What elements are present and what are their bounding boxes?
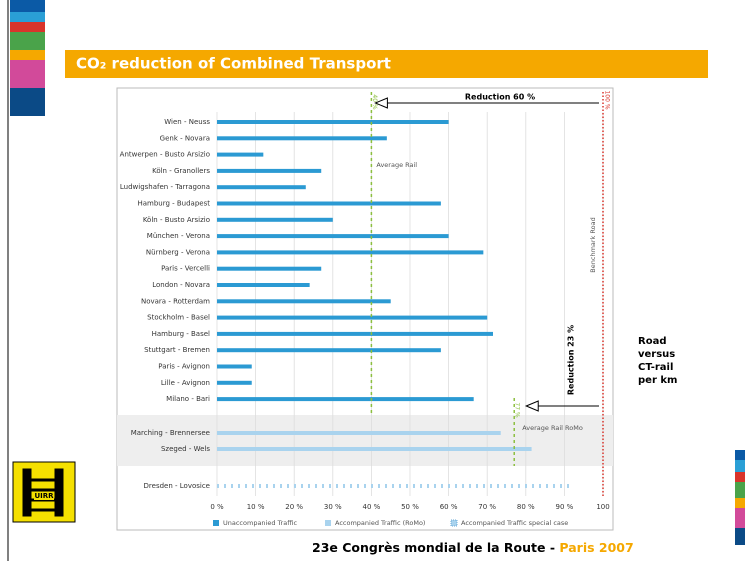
bar [217, 168, 322, 173]
category-label: Marching - Brennersee [131, 429, 210, 437]
footer-text: 23e Congrès mondial de la Route - [312, 540, 559, 555]
plot: 0 % 10 % 20 % 30 % 40 % 50 % 60 % 70 % 80 % 90 % 1… [120, 90, 611, 527]
x-tick-label: 40 % [363, 503, 381, 511]
side-note: per km [638, 375, 677, 386]
bar [217, 250, 484, 255]
bar [217, 120, 449, 124]
category-label: Stuttgart - Bremen [144, 346, 210, 354]
slide-title: CO₂ reduction of Combined Transport [76, 55, 391, 73]
category-label: München - Verona [147, 232, 210, 240]
category-label: Novara - Rotterdam [141, 297, 210, 305]
bar [217, 364, 252, 369]
stripe [735, 528, 745, 545]
bar [217, 397, 474, 402]
stripe [735, 450, 745, 460]
category-label: Stockholm - Basel [147, 314, 210, 322]
stripe [10, 32, 45, 50]
title-box [65, 50, 708, 78]
stripe [735, 460, 745, 472]
legend-label: Accompanied Traffic special case [461, 519, 568, 527]
logo-text: UIRR [34, 492, 54, 500]
category-label: Ludwigshafen - Tarragona [120, 183, 210, 191]
category-label: Hamburg - Basel [152, 330, 210, 338]
logo-label-bg [34, 492, 54, 500]
category-label: Paris - Vercelli [161, 265, 210, 273]
annotation: Reduction 60 % [465, 93, 535, 102]
x-tick-label: 60 % [440, 503, 458, 511]
category-label: London - Novara [152, 281, 210, 289]
bar [217, 152, 264, 157]
reference-name: Average Rail [376, 161, 417, 169]
shaded-region [117, 415, 613, 466]
bar [217, 201, 441, 206]
category-label: Paris - Avignon [158, 363, 210, 371]
stripe [735, 498, 745, 508]
bar [217, 185, 306, 190]
x-tick-label: 80 % [517, 503, 535, 511]
stripe [735, 508, 745, 528]
bar [217, 447, 532, 451]
category-label: Szeged - Wels [161, 445, 210, 453]
side-note: CT-rail [638, 362, 673, 373]
annotation: Reduction 23 % [567, 325, 576, 395]
x-tick-label: 70 % [478, 503, 496, 511]
x-tick-label: 90 % [556, 503, 574, 511]
category-label: Wien - Neuss [164, 118, 210, 126]
stripe [10, 22, 45, 32]
category-label: Milano - Bari [166, 395, 210, 403]
bar [217, 217, 333, 222]
category-label: Köln - Granollers [152, 167, 210, 175]
reference-label: 100 % [604, 90, 611, 109]
reference-name: Average Rail RoMo [522, 424, 583, 432]
category-label: Nürnberg - Verona [146, 248, 210, 256]
x-tick-label: 20 % [285, 503, 303, 511]
stripe [735, 472, 745, 482]
bar [217, 266, 322, 271]
category-label: Genk - Novara [160, 134, 210, 142]
side-note: versus [638, 349, 675, 360]
bar [217, 315, 488, 320]
category-label: Lille - Avignon [161, 379, 210, 387]
stripe [735, 482, 745, 498]
x-tick-label: 50 % [401, 503, 419, 511]
x-tick-label: 30 % [324, 503, 342, 511]
legend-label: Unaccompanied Traffic [223, 519, 297, 527]
stripe [10, 0, 45, 12]
bar [217, 283, 310, 287]
logo-art [22, 468, 64, 517]
footer-highlight: Paris 2007 [559, 540, 633, 555]
category-label: Köln - Busto Arsizio [143, 216, 210, 224]
bar [217, 136, 387, 141]
bar [217, 380, 252, 385]
bar [217, 234, 449, 239]
reference-label: 40 % [371, 94, 378, 110]
reference-label: 77 % [514, 402, 521, 418]
reference-name: Benchmark Road [589, 217, 597, 272]
legend-swatch [213, 520, 219, 526]
stripe [10, 50, 45, 60]
side-note: Road [638, 336, 666, 347]
legend-swatch [450, 519, 458, 527]
footer: 23e Congrès mondial de la Route - Paris … [312, 540, 634, 555]
stripe [10, 60, 45, 88]
bar [217, 431, 501, 435]
stripe [10, 88, 45, 116]
bar [217, 348, 441, 353]
legend-label: Accompanied Traffic (RoMo) [335, 519, 425, 527]
arrowhead [524, 400, 539, 412]
category-label: Antwerpen - Busto Arsizio [120, 151, 210, 159]
bar [217, 331, 493, 336]
legend-swatch [325, 520, 331, 526]
stripe [10, 12, 45, 22]
category-label: Dresden - Lovosice [144, 482, 210, 490]
arrowhead [374, 97, 388, 109]
category-label: Hamburg - Budapest [137, 200, 210, 208]
bar [217, 299, 391, 304]
x-tick-label: 0 % [210, 503, 224, 511]
x-tick-label: 10 % [247, 503, 265, 511]
reference-name: Average Rail [376, 161, 417, 169]
x-tick-label: 100 [596, 503, 609, 511]
